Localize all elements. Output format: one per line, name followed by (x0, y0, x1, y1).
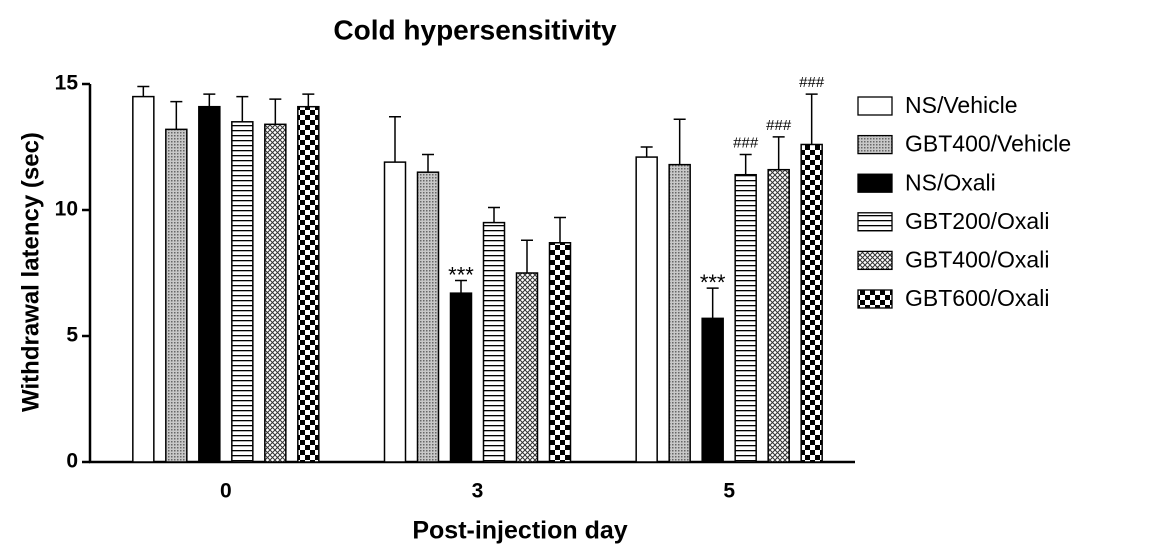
bar (416, 171, 440, 463)
error-bar (455, 279, 467, 294)
bar (132, 95, 155, 463)
legend-label: GBT600/Oxali (905, 285, 1049, 311)
bar (668, 163, 691, 463)
legend-swatch (857, 96, 893, 116)
error-bar (422, 153, 434, 173)
bar (231, 121, 254, 463)
bar (734, 173, 757, 463)
y-axis-label: Withdrawal latency (sec) (17, 132, 44, 412)
y-tick-label: 10 (55, 198, 78, 221)
legend-label: GBT400/Vehicle (905, 131, 1071, 157)
y-tick-label: 5 (66, 324, 78, 347)
legend-label: GBT400/Oxali (905, 246, 1049, 272)
bar (264, 123, 287, 463)
legend-label: NS/Vehicle (905, 92, 1018, 118)
y-tick-label: 0 (66, 450, 78, 473)
error-bar (521, 239, 533, 273)
error-bar (706, 287, 719, 319)
bar (767, 168, 790, 463)
x-tick-label: 3 (472, 480, 484, 503)
error-bar (488, 206, 500, 223)
bar (635, 156, 658, 463)
legend-swatch (857, 289, 893, 309)
bar (165, 128, 188, 463)
bar (449, 292, 473, 463)
error-bar (302, 93, 315, 107)
chart-title: Cold hypersensitivity (333, 14, 617, 45)
error-bar (236, 95, 249, 122)
legend-label: NS/Oxali (905, 169, 996, 195)
error-bar (640, 146, 653, 158)
legend-swatch (857, 173, 893, 193)
bar (515, 272, 539, 463)
error-bar (739, 153, 752, 175)
annotation: ### (733, 135, 759, 152)
bar (198, 105, 221, 463)
error-bar (137, 85, 150, 97)
legend-label: GBT200/Oxali (905, 208, 1049, 234)
error-bar (389, 116, 401, 163)
y-tick-label: 15 (55, 72, 79, 95)
legend-swatch (857, 134, 893, 155)
annotation: ### (799, 74, 825, 91)
error-bar (269, 98, 282, 125)
bar (548, 242, 572, 463)
error-bar (203, 93, 216, 107)
x-axis-label: Post-injection day (412, 517, 627, 545)
error-bar (805, 93, 818, 145)
error-bar (673, 118, 686, 165)
legend-swatch (857, 250, 893, 271)
error-bar (772, 136, 785, 170)
error-bar (554, 216, 566, 243)
annotation: *** (448, 262, 474, 287)
bar (800, 143, 823, 463)
annotation: ### (766, 117, 792, 134)
legend-swatch (857, 212, 893, 232)
bar (383, 161, 407, 463)
annotation: *** (700, 270, 726, 295)
x-tick-label: 5 (723, 480, 735, 503)
bar (482, 221, 506, 463)
x-tick-label: 0 (220, 480, 232, 503)
error-bar (170, 100, 183, 130)
bar (701, 317, 724, 463)
bar (297, 105, 320, 463)
